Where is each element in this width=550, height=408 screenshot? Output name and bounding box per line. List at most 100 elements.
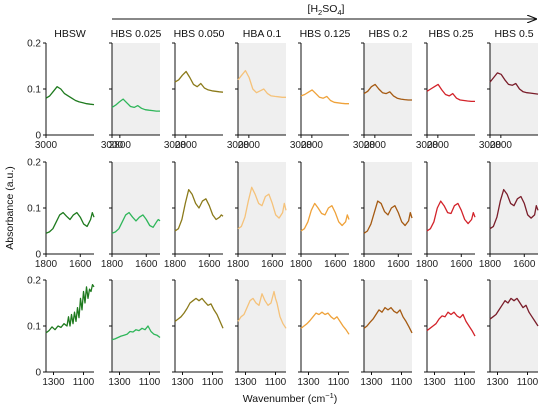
x-tick-label: 3000 [353,140,376,151]
y-tick-label: 0 [35,368,41,379]
x-tick-label: 1600 [198,259,221,270]
y-tick-label: 0.2 [27,158,41,169]
panel-3-6: 1300 1100 [360,279,413,388]
panel-shade [364,43,412,135]
panel-3-1: 0 0.1 0.2 1300 1100 [27,276,95,389]
x-tick-label: 3000 [101,140,124,151]
x-tick-label: 1600 [513,259,536,270]
y-tick-label: 0.1 [27,322,41,333]
x-tick-label: 3000 [290,140,313,151]
x-tick-label: 1300 [108,377,131,388]
y-axis-title: Absorbance (a.u.) [4,166,16,249]
x-tick-label: 1600 [135,259,158,270]
panel-2-6: 1800 1600 [353,161,413,270]
panel-2-5: 1800 1600 [290,161,350,270]
panel-shade [238,162,286,254]
x-tick-label: 1600 [324,259,347,270]
panel-title: HBS 0.025 [111,28,162,40]
x-tick-label: 1300 [360,377,383,388]
x-tick-label: 1100 [73,377,95,388]
y-tick-label: 0.1 [27,204,41,215]
spectrum-line-1-1 [45,86,95,106]
x-tick-label: 1100 [328,377,350,388]
spectrum-line-3-5 [300,311,350,335]
x-tick-label: 1600 [261,259,284,270]
panel-shade [364,162,412,254]
panel-shade [364,280,412,372]
y-tick-label: 0.2 [27,276,41,287]
spectrum-line-1-2 [111,98,160,112]
spectrum-line-3-2 [111,325,161,341]
x-tick-label: 1300 [423,377,446,388]
y-tick-label: 0.2 [27,39,41,50]
panel-3-8: 1300 1100 [486,279,539,388]
x-tick-label: 1800 [479,259,502,270]
spectrum-line-2-5 [300,202,350,232]
spectrum-line-1-3 [174,70,224,93]
spectrum-line-1-5 [300,89,349,105]
x-tick-label: 3000 [35,140,58,151]
spectrum-line-3-3 [174,297,224,329]
x-tick-label: 1300 [234,377,257,388]
x-tick-label: 3000 [416,140,439,151]
x-tick-label: 1800 [416,259,439,270]
spectrum-line-2-3 [174,188,224,232]
panel-2-1: 0 0.1 0.2 1800 1600 [27,158,95,270]
x-tick-label: 1800 [101,259,124,270]
panel-2-4: 1800 1600 [227,161,287,270]
panel-shade [490,280,538,372]
spectrum-line-1-8 [489,72,539,95]
y-tick-label: 0 [35,131,41,142]
panel-title: HBSW [54,28,86,40]
x-axis-title: Wavenumber (cm−1) [243,391,338,405]
x-tick-label: 1800 [353,259,376,270]
panel-3-7: 1300 1100 [423,279,476,388]
x-tick-label: 1100 [202,377,224,388]
spectrum-line-3-4 [237,290,287,329]
spectrum-line-3-8 [489,297,539,327]
panel-title: HBS 0.050 [174,28,225,40]
panel-2-3: 1800 1600 [164,161,224,270]
x-tick-label: 1100 [517,377,539,388]
x-tick-label: 1100 [391,377,413,388]
spectrum-line-2-2 [111,211,161,234]
panel-3-4: 1300 1100 [234,279,287,388]
spectrum-line-1-4 [237,69,286,98]
panel-2-7: 1800 1600 [416,161,476,270]
x-tick-label: 3000 [164,140,187,151]
x-tick-label: 1100 [139,377,161,388]
y-tick-label: 0.1 [27,85,41,96]
x-tick-label: 2800 [175,140,198,151]
panel-title: HBS 0.25 [429,28,474,40]
panel-title: HBS 0.2 [368,28,407,40]
panel-title: HBS 0.5 [494,28,533,40]
panel-shade [112,162,160,254]
concentration-arrow-label: [H2SO4] [308,3,345,17]
x-tick-label: 1800 [164,259,187,270]
x-tick-label: 2800 [301,140,324,151]
spectrum-line-2-1 [45,211,95,234]
x-tick-label: 2800 [238,140,261,151]
x-tick-label: 1100 [454,377,476,388]
x-tick-label: 2800 [490,140,513,151]
x-tick-label: 1300 [42,377,65,388]
panel-2-2: 1800 1600 [101,161,161,270]
panel-3-3: 1300 1100 [171,279,224,388]
panel-3-2: 1300 1100 [108,279,161,388]
panel-shade [238,43,286,135]
x-tick-label: 1100 [265,377,287,388]
x-tick-label: 1300 [297,377,320,388]
panel-shade [112,43,160,135]
x-tick-label: 3000 [227,140,250,151]
x-tick-label: 2800 [109,140,132,151]
